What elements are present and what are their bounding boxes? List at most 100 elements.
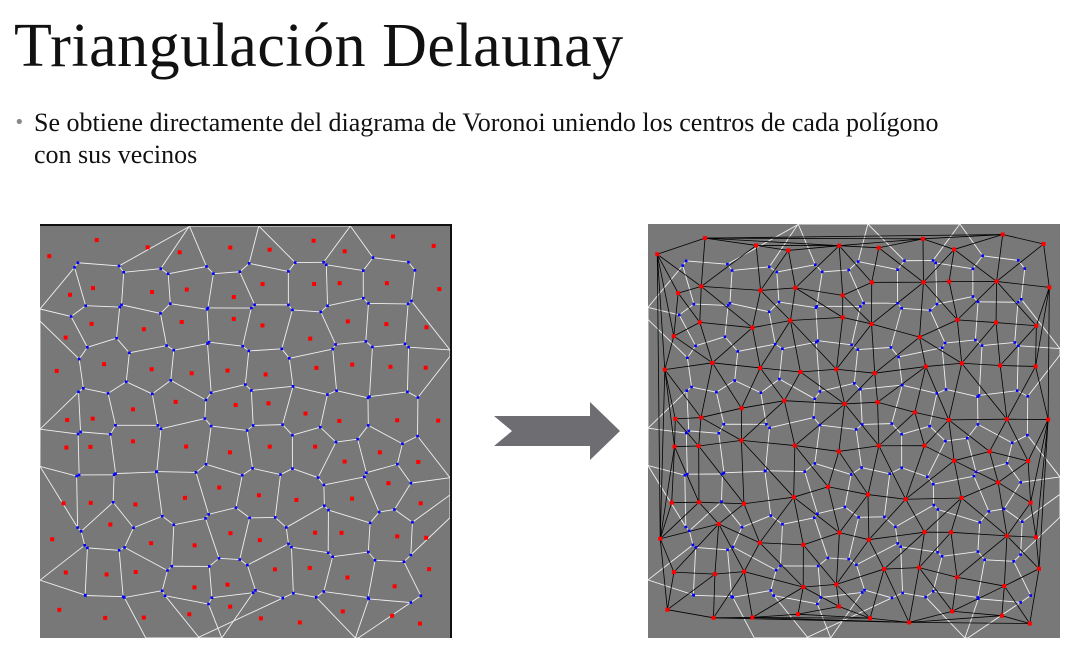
voronoi-edges [40, 226, 450, 638]
delaunay-edge [883, 568, 910, 623]
site-point [742, 569, 747, 574]
site-point [791, 495, 796, 500]
voronoi-vertex [416, 396, 420, 399]
site-point [950, 609, 955, 614]
voronoi-edge [250, 390, 254, 426]
delaunay-edge [996, 234, 1004, 282]
voronoi-edge [1020, 476, 1060, 483]
voronoi-edge [110, 425, 116, 435]
voronoi-vertex [160, 514, 164, 518]
delaunay-edge [839, 494, 869, 533]
voronoi-edge [244, 350, 250, 385]
voronoi-edge [732, 590, 771, 598]
voronoi-edge [941, 347, 947, 390]
voronoi-edge [765, 470, 805, 473]
voronoi-vertex [768, 426, 771, 430]
delaunay-edge [905, 460, 955, 500]
site-point [836, 449, 841, 454]
voronoi-edge [815, 342, 821, 392]
delaunay-edge [1029, 568, 1040, 624]
delaunay-edge [908, 610, 953, 623]
voronoi-edge [403, 561, 422, 596]
voronoi-edge [160, 226, 190, 269]
voronoi-vertex [323, 504, 326, 507]
voronoi-edge [693, 303, 729, 306]
delaunay-edge [674, 445, 699, 447]
delaunay-edge [883, 531, 925, 570]
site-point [999, 613, 1004, 618]
voronoi-edge [729, 302, 770, 313]
delaunay-edge [698, 417, 702, 447]
site-point [842, 401, 847, 406]
site-point [390, 613, 395, 618]
voronoi-vertex [73, 266, 76, 269]
voronoi-vertex [281, 423, 284, 426]
site-point [917, 335, 922, 340]
voronoi-edge [40, 466, 78, 528]
delaunay-edge [868, 498, 906, 540]
voronoi-edge [242, 307, 252, 347]
site-point [225, 368, 230, 373]
site-point [758, 365, 763, 370]
voronoi-edge [984, 559, 1014, 562]
delaunay-edge [795, 245, 840, 289]
delaunay-edge [656, 254, 661, 539]
voronoi-vertex [368, 521, 372, 525]
site-point [390, 234, 395, 239]
delaunay-edge [877, 402, 880, 446]
voronoi-edge [1013, 561, 1032, 596]
voronoi-vertex [818, 423, 822, 427]
delaunay-edge [664, 369, 676, 419]
delaunay-edge [918, 567, 953, 612]
site-point [189, 371, 194, 376]
voronoi-edge [335, 340, 366, 345]
voronoi-edge [118, 550, 124, 597]
delaunay-edge [923, 281, 950, 283]
voronoi-edge [319, 426, 337, 443]
voronoi-edge [170, 350, 175, 381]
voronoi-vertex [322, 260, 325, 264]
delaunay-edge [718, 523, 745, 572]
voronoi-edge [70, 316, 88, 348]
voronoi-edge [817, 506, 845, 515]
voronoi-edge [407, 391, 419, 398]
voronoi-vertex [331, 555, 334, 559]
site-point [104, 572, 109, 577]
site-point [872, 371, 877, 376]
voronoi-edge [118, 226, 191, 267]
voronoi-vertex [896, 542, 899, 545]
voronoi-edge [773, 595, 809, 638]
voronoi-vertex [245, 429, 249, 432]
voronoi-edge [648, 306, 680, 316]
voronoi-edge [933, 475, 974, 485]
site-point [987, 449, 992, 454]
voronoi-edge [170, 379, 207, 401]
voronoi-vertex [209, 391, 213, 394]
voronoi-edge [769, 417, 814, 429]
voronoi-edge [121, 272, 125, 305]
site-point [866, 492, 871, 497]
voronoi-edge [124, 547, 168, 571]
voronoi-vertex [940, 555, 944, 558]
voronoi-edge [74, 267, 87, 306]
delaunay-edge [909, 621, 1030, 624]
voronoi-vertex [1010, 441, 1014, 445]
delaunay-edge [700, 362, 713, 418]
voronoi-vertex [1019, 601, 1022, 604]
voronoi-vertex [371, 256, 375, 259]
site-point [340, 609, 345, 614]
voronoi-vertex [1013, 341, 1017, 344]
voronoi-vertex [334, 440, 338, 444]
voronoi-vertex [75, 474, 78, 478]
voronoi-vertex [169, 302, 172, 305]
voronoi-edge [167, 273, 171, 304]
site-point [225, 582, 230, 587]
delaunay-edge [1030, 502, 1037, 538]
site-point [947, 279, 952, 284]
site-point [345, 319, 350, 324]
voronoi-vertex [722, 422, 726, 426]
voronoi-vertex [361, 269, 365, 272]
voronoi-edge [332, 551, 369, 558]
voronoi-vertex [363, 475, 366, 479]
voronoi-edge [890, 308, 903, 348]
